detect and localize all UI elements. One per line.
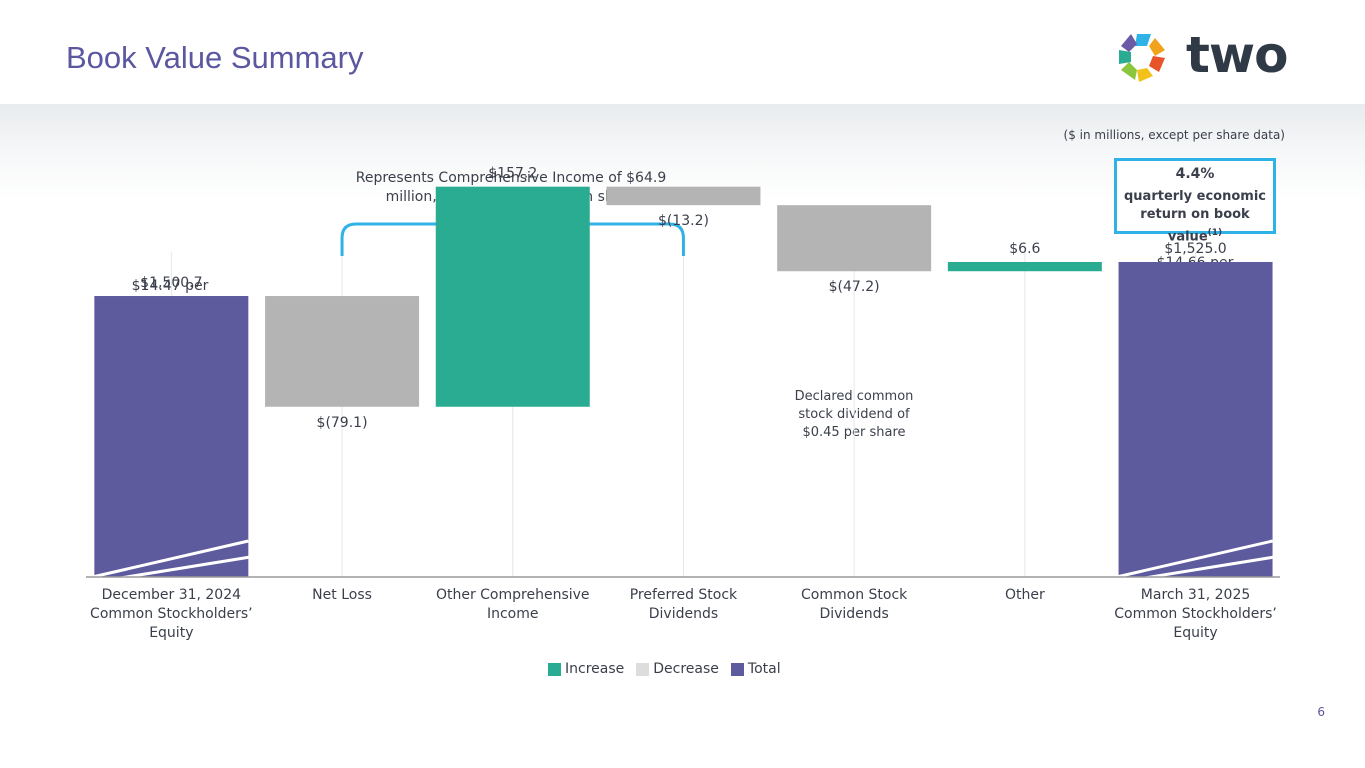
category-label: Dividends [649, 606, 718, 622]
bar-increase [435, 186, 590, 407]
legend-swatch [636, 662, 650, 676]
bar-increase [947, 262, 1102, 272]
value-label: $6.6 [1009, 241, 1040, 257]
legend-label: Increase [565, 661, 625, 677]
value-label: $(79.1) [317, 415, 368, 431]
units-note: ($ in millions, except per share data) [1063, 128, 1285, 142]
category-label: March 31, 2025 [1141, 587, 1250, 603]
chart-legend: Increase Decrease Total [548, 661, 781, 677]
economic-return-box: 4.4% quarterly economic return on book v… [1114, 158, 1276, 244]
bar-decrease [606, 186, 761, 206]
value-label: $(47.2) [829, 279, 880, 295]
bar-decrease [265, 296, 420, 407]
category-label: Income [487, 606, 539, 622]
category-label: Common Stockholders’ [1114, 606, 1277, 622]
category-label: Dividends [819, 606, 888, 622]
bar-total [94, 296, 249, 577]
footnote-marker: (1) [1207, 228, 1223, 238]
category-label: Other [1005, 587, 1045, 603]
legend-label: Total [747, 661, 781, 677]
legend-label: Decrease [653, 661, 719, 677]
bar-decrease [777, 205, 932, 272]
category-label: Equity [149, 625, 193, 641]
category-label: Common Stock [801, 587, 908, 603]
value-label: $1,525.0 [1164, 241, 1226, 257]
economic-return-text: quarterly economic return on book value [1124, 189, 1266, 245]
axis-break-mark [1116, 539, 1273, 579]
economic-return-label: quarterly economic return on book value(… [1117, 188, 1273, 246]
category-label: Equity [1173, 625, 1217, 641]
page-title: Book Value Summary [66, 40, 364, 75]
category-label: Common Stockholders’ [90, 606, 253, 622]
legend-item: Total [730, 661, 781, 677]
value-label: $157.2 [488, 166, 537, 182]
two-logo-icon [1119, 34, 1165, 82]
axis-break-mark [114, 555, 251, 581]
value-label: $1,500.7 [140, 275, 202, 291]
axis-break-mark [92, 539, 249, 579]
economic-return-value: 4.4% [1175, 166, 1215, 182]
category-label: December 31, 2024 [102, 587, 241, 603]
category-label: Net Loss [312, 587, 372, 603]
bar-total [1118, 262, 1273, 577]
legend-item: Decrease [636, 661, 719, 677]
category-label: Preferred Stock [630, 587, 738, 603]
page-number: 6 [1317, 705, 1325, 719]
legend-swatch [730, 662, 744, 676]
legend-item: Increase [548, 661, 624, 677]
value-label: $(13.2) [658, 213, 709, 229]
axis-break-mark [1138, 555, 1275, 581]
category-label: Other Comprehensive [436, 587, 590, 603]
legend-swatch [548, 662, 561, 676]
logo-wordmark: two [1186, 26, 1288, 84]
